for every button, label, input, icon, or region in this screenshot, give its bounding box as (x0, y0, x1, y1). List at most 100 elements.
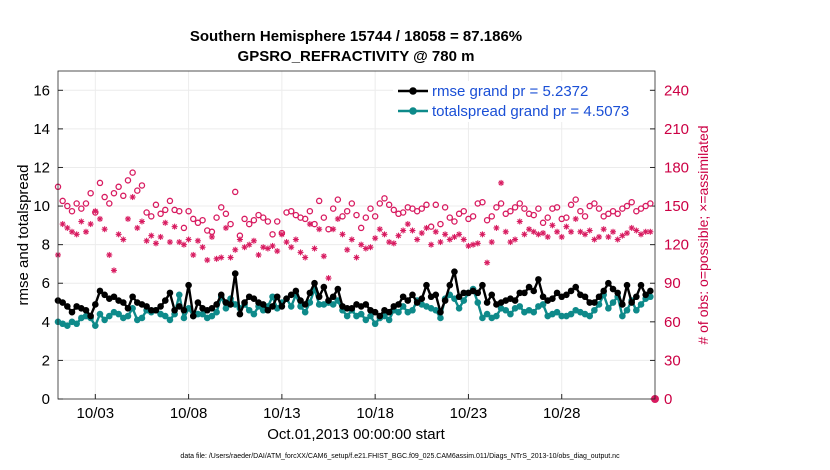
possible-obs-marker (647, 200, 654, 207)
possible-obs-marker (432, 201, 440, 209)
assimilated-obs-marker (143, 237, 150, 244)
assimilated-obs-marker (404, 221, 411, 228)
possible-obs-marker (157, 210, 164, 218)
spread-marker (222, 305, 230, 312)
spread-marker (493, 312, 500, 320)
rmse-marker (474, 289, 482, 297)
rmse-marker (647, 287, 654, 295)
possible-obs-marker (120, 192, 127, 200)
spread-marker (213, 308, 220, 316)
rmse-marker (418, 295, 426, 302)
assimilated-obs-marker (530, 228, 537, 235)
y-tick-label: 0 (42, 391, 50, 408)
assimilated-obs-marker (498, 179, 505, 186)
rmse-marker (614, 289, 621, 297)
plot-area (58, 71, 655, 399)
assimilated-obs-marker (283, 239, 290, 246)
possible-obs-marker (96, 179, 104, 187)
assimilated-obs-marker (624, 230, 631, 237)
spread-marker (609, 299, 617, 306)
assimilated-obs-marker (218, 254, 225, 261)
spread-marker (301, 308, 309, 316)
possible-obs-marker (148, 213, 155, 220)
assimilated-obs-marker (194, 237, 201, 244)
assimilated-obs-marker (311, 245, 318, 252)
chart-title: Southern Hemisphere 15744 / 18058 = 87.1… (190, 28, 522, 45)
spread-marker (633, 306, 640, 314)
possible-obs-marker (199, 216, 206, 224)
rmse-marker (348, 305, 356, 312)
possible-obs-marker (553, 204, 561, 211)
rmse-marker (292, 287, 300, 295)
assimilated-obs-marker (628, 224, 635, 231)
possible-obs-marker (287, 207, 295, 215)
assimilated-obs-marker (106, 251, 113, 258)
possible-obs-marker (497, 200, 505, 207)
assimilated-obs-marker (353, 254, 360, 261)
possible-obs-marker (315, 197, 323, 205)
assimilated-obs-marker (96, 215, 103, 222)
possible-obs-marker (581, 213, 589, 220)
possible-obs-marker (567, 201, 575, 209)
rmse-marker (185, 281, 192, 289)
possible-obs-marker (469, 213, 477, 220)
possible-obs-marker (106, 200, 113, 207)
rmse-marker (264, 306, 272, 314)
rmse-marker (68, 308, 76, 316)
assimilated-obs-marker (264, 245, 271, 252)
possible-obs-marker (176, 207, 183, 215)
assimilated-obs-marker (432, 228, 439, 235)
rmse-marker (283, 295, 290, 302)
assimilated-obs-marker (82, 228, 89, 235)
rmse-marker (297, 297, 304, 304)
rmse-marker (385, 308, 393, 316)
possible-obs-marker (637, 205, 645, 212)
assimilated-obs-marker (390, 240, 397, 247)
assimilated-obs-marker (115, 231, 122, 238)
rmse-marker (623, 281, 631, 289)
assimilated-obs-marker (157, 233, 164, 240)
assimilated-obs-marker (474, 240, 481, 247)
plot-frame (57, 70, 656, 400)
assimilated-obs-marker (64, 224, 71, 231)
y2-tick-label: 180 (664, 159, 689, 176)
rmse-marker (287, 291, 295, 299)
possible-obs-marker (572, 196, 579, 203)
assimilated-obs-marker (269, 242, 276, 249)
possible-obs-marker (367, 205, 374, 212)
rmse-marker (441, 297, 449, 304)
assimilated-obs-marker (73, 231, 80, 238)
assimilated-obs-marker (227, 254, 234, 261)
possible-obs-marker (101, 193, 108, 201)
possible-obs-marker (418, 205, 426, 212)
assimilated-obs-marker (610, 228, 617, 235)
rmse-marker (269, 303, 276, 310)
rmse-marker (119, 299, 127, 306)
spread-marker (502, 306, 510, 314)
rmse-marker (642, 291, 649, 299)
possible-obs-marker (563, 214, 570, 221)
possible-obs-marker (409, 205, 416, 212)
possible-obs-marker (190, 215, 197, 223)
assimilated-obs-marker (376, 226, 383, 233)
possible-obs-marker (64, 202, 71, 210)
x-tick-label: 10/08 (170, 405, 208, 422)
possible-obs-marker (180, 224, 188, 232)
rmse-marker (161, 297, 169, 304)
assimilated-obs-marker (563, 223, 570, 230)
assimilated-obs-marker (59, 221, 66, 228)
possible-obs-marker (222, 210, 230, 218)
assimilated-obs-marker (470, 241, 477, 248)
rmse-marker (586, 299, 594, 306)
possible-obs-marker (441, 204, 449, 211)
spread-marker (73, 320, 80, 328)
assimilated-obs-marker (381, 231, 388, 238)
spread-marker (623, 306, 631, 314)
assimilated-obs-marker (614, 236, 621, 243)
rmse-marker (273, 293, 281, 301)
assimilated-obs-marker (138, 218, 145, 225)
rmse-marker (236, 310, 244, 318)
assimilated-obs-marker (568, 228, 575, 235)
rmse-marker (549, 295, 556, 302)
rmse-marker (189, 312, 197, 320)
